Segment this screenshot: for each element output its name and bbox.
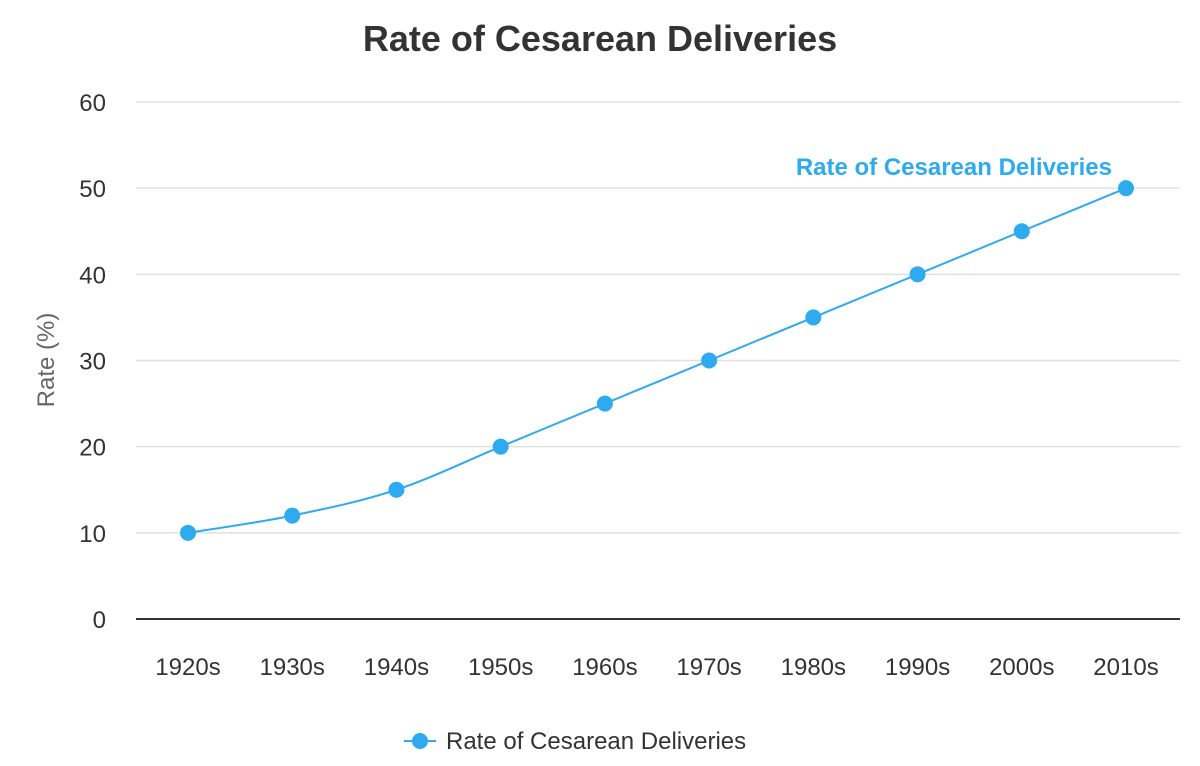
y-tick-label: 30 xyxy=(79,349,106,376)
data-point[interactable] xyxy=(596,395,613,412)
y-tick-label: 40 xyxy=(79,262,106,289)
y-axis-tick-labels: 0 10 20 30 40 50 60 xyxy=(79,90,106,634)
data-point[interactable] xyxy=(1118,180,1134,197)
x-tick-label: 1990s xyxy=(885,654,950,681)
y-tick-label: 20 xyxy=(79,435,106,462)
data-point[interactable] xyxy=(701,352,718,369)
series-line-path xyxy=(187,187,1127,534)
x-tick-label: 1950s xyxy=(468,654,533,681)
x-tick-label: 1970s xyxy=(676,654,741,681)
series-line xyxy=(187,187,1127,534)
chart-title: Rate of Cesarean Deliveries xyxy=(363,18,837,59)
x-tick-label: 1930s xyxy=(260,654,325,681)
y-tick-label: 0 xyxy=(93,607,106,634)
legend-label: Rate of Cesarean Deliveries xyxy=(446,728,746,755)
data-point[interactable] xyxy=(492,438,509,455)
x-tick-label: 1960s xyxy=(572,654,637,681)
x-tick-label: 1980s xyxy=(781,654,846,681)
y-axis-title: Rate (%) xyxy=(33,313,60,408)
data-point[interactable] xyxy=(388,481,405,498)
y-tick-label: 50 xyxy=(79,176,106,203)
data-point[interactable] xyxy=(284,507,301,524)
data-point[interactable] xyxy=(909,266,926,283)
gridlines xyxy=(136,101,1180,620)
x-tick-label: 2000s xyxy=(989,654,1054,681)
y-tick-label: 10 xyxy=(79,521,106,548)
x-tick-label: 1920s xyxy=(155,654,220,681)
data-point[interactable] xyxy=(805,309,822,326)
x-tick-label: 2010s xyxy=(1093,654,1158,681)
x-tick-label: 1940s xyxy=(364,654,429,681)
data-point[interactable] xyxy=(180,524,196,541)
data-point[interactable] xyxy=(1013,223,1030,240)
series-points xyxy=(180,180,1134,541)
y-tick-label: 60 xyxy=(79,90,106,117)
x-axis-tick-labels: 1920s 1930s 1940s 1950s 1960s 1970s 1980s 1990s… xyxy=(155,654,1158,681)
series-end-label: Rate of Cesarean Deliveries xyxy=(796,154,1112,181)
legend-dot-marker xyxy=(412,733,428,749)
legend[interactable]: Rate of Cesarean Deliveries xyxy=(404,728,746,755)
